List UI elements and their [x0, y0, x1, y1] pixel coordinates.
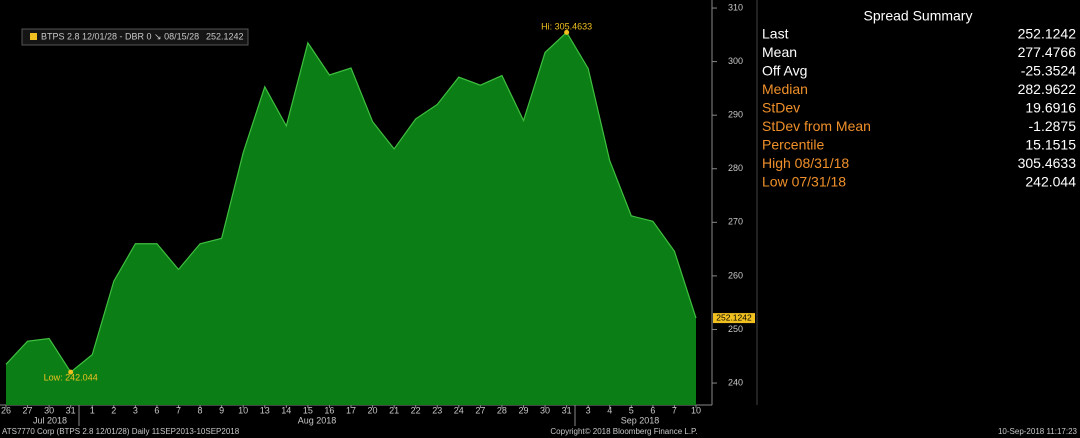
x-tick-label: 22 — [411, 405, 421, 415]
x-tick-label: 6 — [650, 405, 655, 415]
summary-value: -25.3524 — [1021, 63, 1076, 79]
summary-label: StDev — [762, 100, 800, 116]
x-tick-label: 13 — [260, 405, 270, 415]
legend-swatch — [30, 33, 37, 40]
x-tick-label: 26 — [1, 405, 11, 415]
x-tick-label: 24 — [454, 405, 464, 415]
summary-label: Low 07/31/18 — [762, 174, 846, 190]
legend-last: 252.1242 — [206, 31, 244, 41]
y-tick-label: 240 — [728, 377, 743, 387]
x-tick-label: 7 — [672, 405, 677, 415]
x-tick-label: 3 — [133, 405, 138, 415]
x-tick-label: 2 — [111, 405, 116, 415]
footer-right: 10-Sep-2018 11:17:23 — [998, 427, 1078, 436]
y-tick-label: 260 — [728, 270, 743, 280]
low-annotation: Low: 242.044 — [44, 372, 98, 382]
summary-value: 277.4766 — [1018, 44, 1077, 60]
x-tick-label: 30 — [44, 405, 54, 415]
x-tick-label: 10 — [691, 405, 701, 415]
y-tick-label: 310 — [728, 2, 743, 12]
x-tick-label: 1 — [90, 405, 95, 415]
x-tick-label: 17 — [346, 405, 356, 415]
x-tick-label: 7 — [176, 405, 181, 415]
x-tick-label: 30 — [540, 405, 550, 415]
x-tick-label: 9 — [219, 405, 224, 415]
low-marker — [68, 369, 74, 375]
x-tick-label: 28 — [497, 405, 507, 415]
x-tick-label: 16 — [324, 405, 334, 415]
x-tick-label: 10 — [238, 405, 248, 415]
x-tick-label: 20 — [368, 405, 378, 415]
x-tick-label: 4 — [607, 405, 612, 415]
area — [6, 32, 696, 405]
x-tick-label: 3 — [586, 405, 591, 415]
summary-value: 252.1242 — [1018, 26, 1077, 42]
summary-label: High 08/31/18 — [762, 155, 849, 171]
summary-value: 305.4633 — [1018, 155, 1077, 171]
y-tick-label: 300 — [728, 56, 743, 66]
line — [5, 31, 697, 373]
x-tick-label: 5 — [629, 405, 634, 415]
summary-label: Last — [762, 26, 789, 42]
summary-label: Mean — [762, 44, 797, 60]
high-annotation: Hi: 305.4633 — [541, 21, 592, 31]
x-tick-label: 15 — [303, 405, 313, 415]
x-tick-label: 29 — [518, 405, 528, 415]
summary-label: StDev from Mean — [762, 118, 871, 134]
x-tick-label: 6 — [154, 405, 159, 415]
last-value-box — [713, 313, 755, 324]
x-tick-label: 23 — [432, 405, 442, 415]
x-tick-label: 21 — [389, 405, 399, 415]
month-label: Sep 2018 — [621, 415, 660, 425]
x-tick-label: 27 — [475, 405, 485, 415]
summary-value: 282.9622 — [1018, 81, 1077, 97]
x-tick-label: 8 — [198, 405, 203, 415]
footer-center: Copyright© 2018 Bloomberg Finance L.P. — [550, 427, 697, 436]
y-tick-label: 280 — [728, 163, 743, 173]
summary-value: -1.2875 — [1029, 118, 1077, 134]
summary-label: Median — [762, 81, 808, 97]
x-tick-label: 31 — [66, 405, 76, 415]
x-tick-label: 14 — [281, 405, 291, 415]
month-label: Jul 2018 — [33, 415, 67, 425]
summary-label: Off Avg — [762, 63, 807, 79]
summary-value: 242.044 — [1025, 174, 1076, 190]
panel-title: Spread Summary — [864, 8, 973, 24]
summary-value: 19.6916 — [1025, 100, 1076, 116]
y-tick-label: 250 — [728, 324, 743, 334]
high-marker — [564, 29, 570, 35]
y-tick-label: 290 — [728, 110, 743, 120]
legend-label: BTPS 2.8 12/01/28 - DBR 0 ↘ 08/15/28 — [41, 31, 199, 41]
summary-label: Percentile — [762, 137, 824, 153]
legend-box — [21, 28, 249, 46]
footer-left: ATS7770 Corp (BTPS 2.8 12/01/28) Daily 1… — [2, 427, 240, 436]
last-value-label: 252.1242 — [716, 312, 752, 322]
month-label: Aug 2018 — [298, 415, 337, 425]
x-tick-label: 27 — [23, 405, 33, 415]
summary-value: 15.1515 — [1025, 137, 1076, 153]
y-tick-label: 270 — [728, 217, 743, 227]
x-tick-label: 31 — [562, 405, 572, 415]
